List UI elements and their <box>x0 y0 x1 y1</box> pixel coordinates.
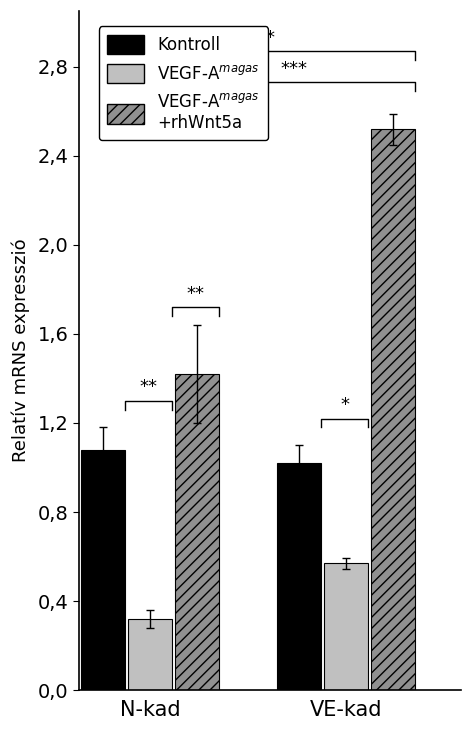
Bar <box>371 129 415 690</box>
Bar <box>277 463 321 690</box>
Legend: Kontroll, VEGF-A$^{magas}$, VEGF-A$^{magas}$
+rhWnt5a: Kontroll, VEGF-A$^{magas}$, VEGF-A$^{mag… <box>99 26 269 140</box>
Y-axis label: Relatív mRNS expresszió: Relatív mRNS expresszió <box>11 239 30 463</box>
Text: *: * <box>340 396 349 414</box>
Bar <box>128 619 172 690</box>
Text: **: ** <box>186 285 204 303</box>
Text: **: ** <box>139 378 157 396</box>
Bar <box>81 450 125 690</box>
Bar <box>175 374 219 690</box>
Text: *: * <box>266 29 275 47</box>
Bar <box>324 564 368 690</box>
Text: ***: *** <box>280 60 307 78</box>
